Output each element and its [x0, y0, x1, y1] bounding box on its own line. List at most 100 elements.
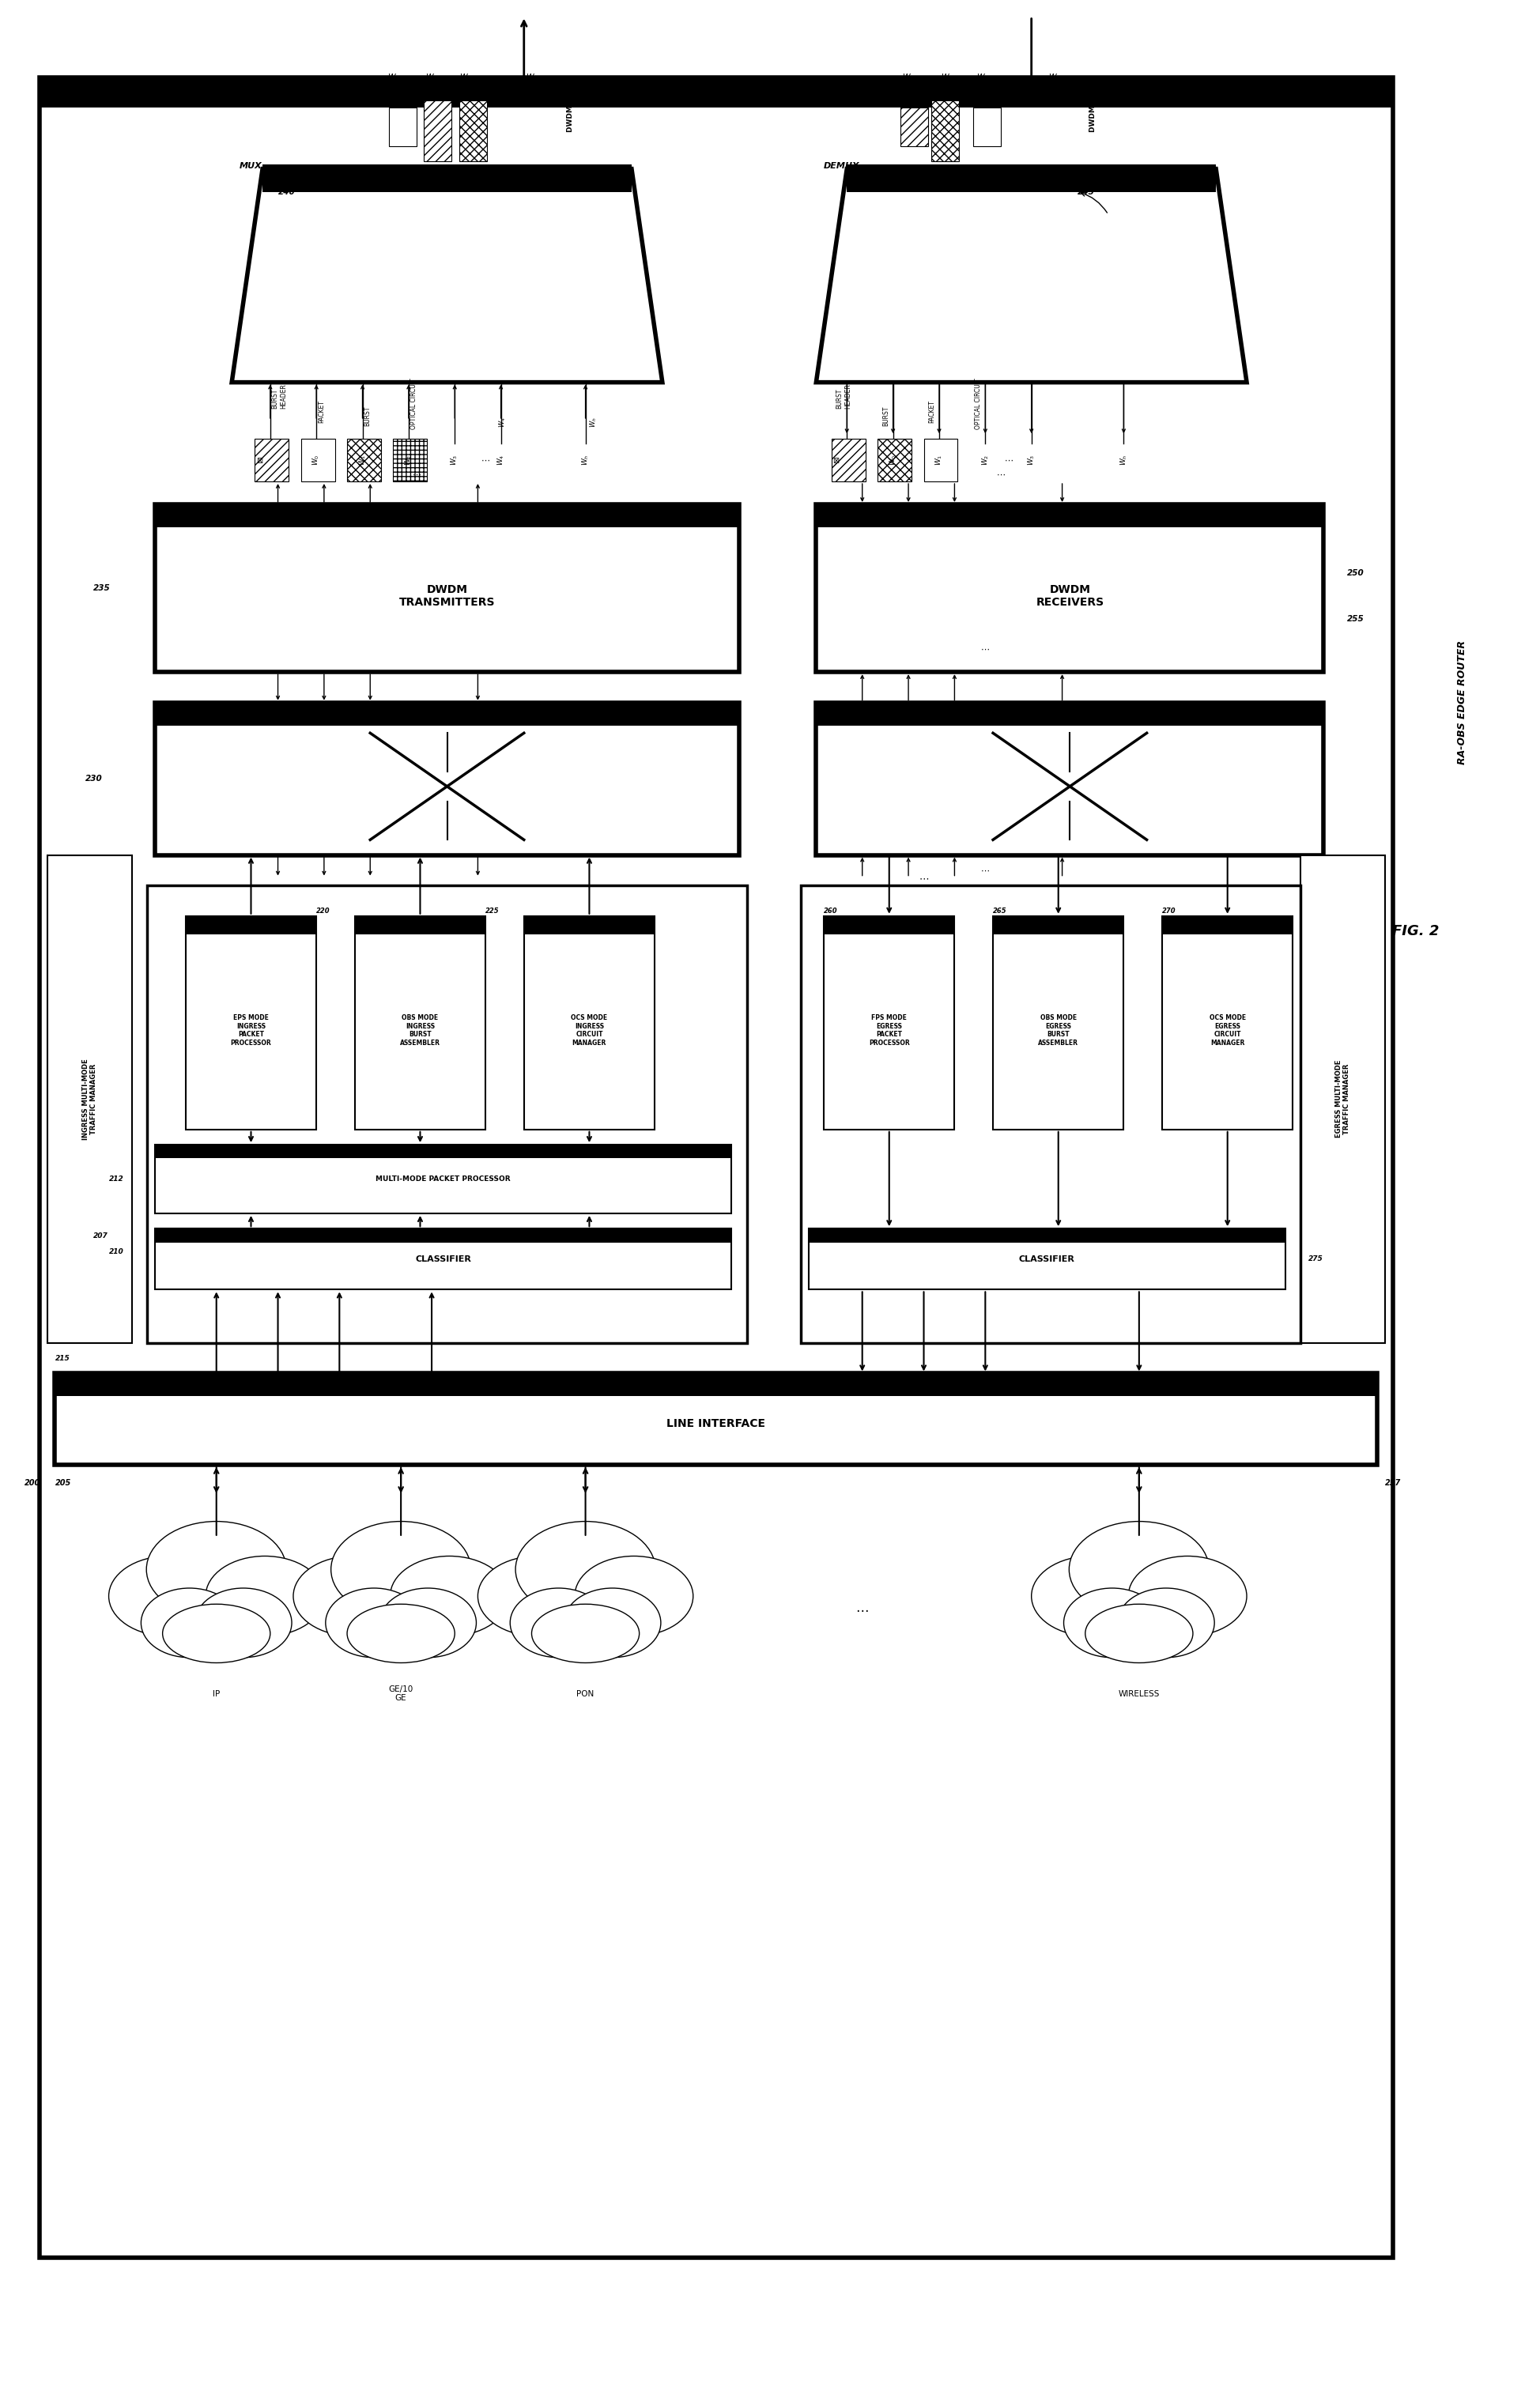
Bar	[816, 505, 1323, 526]
Bar	[524, 917, 654, 933]
Text: $W_4$: $W_4$	[496, 455, 505, 467]
Text: $W_2$: $W_2$	[976, 71, 989, 83]
Bar	[156, 505, 739, 526]
Text: $W_3$: $W_3$	[450, 455, 460, 467]
Bar	[156, 1145, 732, 1160]
Ellipse shape	[109, 1557, 228, 1636]
Text: $W_0$: $W_0$	[889, 455, 898, 467]
Ellipse shape	[510, 1588, 607, 1657]
Text: FIG. 2: FIG. 2	[1392, 924, 1440, 938]
Text: 205: 205	[55, 1479, 71, 1488]
Text: 225: 225	[485, 907, 499, 914]
Text: $W_2$: $W_2$	[403, 455, 414, 467]
Bar	[254, 438, 288, 481]
Bar	[901, 107, 929, 145]
Text: PACKET: PACKET	[929, 400, 935, 424]
Bar	[993, 917, 1124, 933]
Bar	[878, 438, 912, 481]
Bar	[816, 505, 1323, 671]
Bar	[156, 1229, 732, 1291]
Text: 245: 245	[1078, 188, 1095, 195]
Text: $\cdots$: $\cdots$	[981, 867, 990, 874]
Text: DWDM
TRANSMITTERS: DWDM TRANSMITTERS	[399, 583, 494, 607]
Text: $\cdots$: $\cdots$	[380, 1338, 391, 1348]
Text: $W_2$: $W_2$	[459, 71, 471, 83]
Text: MULTI-MODE PACKET PROCESSOR: MULTI-MODE PACKET PROCESSOR	[376, 1176, 511, 1183]
Bar	[40, 76, 1392, 107]
Text: $\cdots$: $\cdots$	[480, 457, 490, 464]
Polygon shape	[231, 169, 662, 383]
Text: DWDM LINK: DWDM LINK	[567, 83, 573, 131]
Text: $W_h$: $W_h$	[1118, 455, 1129, 467]
Text: BURST: BURST	[363, 405, 371, 426]
Text: $\boxtimes$: $\boxtimes$	[833, 455, 839, 464]
Bar	[156, 702, 739, 726]
Text: $W_0$: $W_0$	[311, 455, 322, 467]
Text: DEMUX: DEMUX	[824, 162, 859, 169]
Text: $\cdots$: $\cdots$	[493, 74, 500, 81]
Text: 240: 240	[277, 188, 296, 195]
Text: 250: 250	[1346, 569, 1364, 576]
Bar	[186, 917, 316, 933]
Text: PON: PON	[576, 1691, 594, 1698]
Bar	[40, 76, 1392, 2257]
Ellipse shape	[1069, 1521, 1209, 1617]
Text: OCS MODE
INGRESS
CIRCUIT
MANAGER: OCS MODE INGRESS CIRCUIT MANAGER	[571, 1014, 608, 1045]
Bar	[824, 917, 955, 933]
Bar	[816, 702, 1323, 726]
Ellipse shape	[293, 1557, 411, 1636]
Ellipse shape	[346, 1605, 454, 1662]
Bar	[388, 107, 416, 145]
Text: OCS MODE
EGRESS
CIRCUIT
MANAGER: OCS MODE EGRESS CIRCUIT MANAGER	[1209, 1014, 1246, 1045]
Bar	[156, 702, 739, 855]
Ellipse shape	[1064, 1588, 1161, 1657]
Bar	[156, 505, 739, 671]
Text: DWDM
RECEIVERS: DWDM RECEIVERS	[1036, 583, 1104, 607]
Bar	[354, 917, 485, 1129]
Ellipse shape	[325, 1588, 422, 1657]
Text: FPS MODE
EGRESS
PACKET
PROCESSOR: FPS MODE EGRESS PACKET PROCESSOR	[869, 1014, 910, 1045]
Text: GE/10
GE: GE/10 GE	[388, 1686, 413, 1702]
Bar	[1163, 917, 1294, 1129]
Text: $\cdots$: $\cdots$	[1041, 1338, 1052, 1348]
Text: PACKET: PACKET	[317, 400, 325, 424]
Text: 235: 235	[94, 583, 111, 593]
Text: BURST
HEADER: BURST HEADER	[836, 383, 852, 410]
Text: 212: 212	[109, 1176, 123, 1183]
Text: $W_h$: $W_h$	[1049, 71, 1061, 83]
Bar	[262, 164, 631, 193]
Text: 275: 275	[1309, 1255, 1323, 1262]
Bar	[186, 917, 316, 1129]
Bar	[459, 100, 487, 162]
Ellipse shape	[206, 1557, 323, 1636]
Text: 207: 207	[94, 1233, 108, 1241]
Bar	[973, 107, 1001, 145]
Text: 215: 215	[55, 1355, 69, 1362]
Text: 257: 257	[1384, 1479, 1401, 1488]
Ellipse shape	[1118, 1588, 1215, 1657]
Text: BURST
HEADER: BURST HEADER	[271, 383, 286, 410]
Text: $W_h$: $W_h$	[525, 71, 537, 83]
Ellipse shape	[516, 1521, 656, 1617]
Bar	[993, 917, 1124, 1129]
Bar	[148, 886, 747, 1343]
Ellipse shape	[531, 1605, 639, 1662]
Text: $\cdots$: $\cdots$	[996, 469, 1006, 479]
Text: 265: 265	[993, 907, 1007, 914]
Text: $\cdots$: $\cdots$	[1004, 457, 1013, 464]
Text: $W_h$: $W_h$	[581, 455, 590, 467]
Text: 220: 220	[316, 907, 330, 914]
Text: 210: 210	[109, 1248, 123, 1255]
Text: $\boxtimes$: $\boxtimes$	[256, 455, 263, 464]
Text: CLASSIFIER: CLASSIFIER	[1019, 1255, 1075, 1262]
Text: INGRESS MULTI-MODE
TRAFFIC MANAGER: INGRESS MULTI-MODE TRAFFIC MANAGER	[82, 1060, 97, 1140]
Text: EPS MODE
INGRESS
PACKET
PROCESSOR: EPS MODE INGRESS PACKET PROCESSOR	[231, 1014, 271, 1045]
Bar	[824, 917, 955, 1129]
Text: $W_3$: $W_3$	[1027, 455, 1036, 467]
Bar	[847, 164, 1217, 193]
Ellipse shape	[1086, 1605, 1194, 1662]
Bar	[832, 438, 865, 481]
Text: $\cdots$: $\cdots$	[1012, 74, 1019, 81]
Bar	[816, 702, 1323, 855]
Text: BURST: BURST	[882, 405, 890, 426]
